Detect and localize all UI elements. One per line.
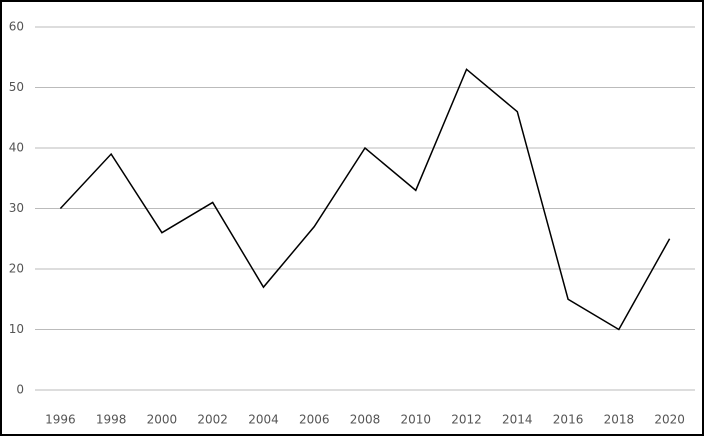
- y-tick-label: 30: [9, 201, 24, 215]
- data-line: [59, 68, 671, 331]
- x-tick-label: 2000: [147, 413, 178, 427]
- x-tick-label: 2020: [654, 413, 685, 427]
- x-tick-label: 2016: [553, 413, 584, 427]
- x-tick-label: 2008: [350, 413, 381, 427]
- x-tick-label: 2010: [400, 413, 431, 427]
- x-tick-label: 2014: [502, 413, 533, 427]
- x-tick-label: 2006: [299, 413, 330, 427]
- y-tick-label: 20: [9, 262, 24, 276]
- x-tick-label: 2004: [248, 413, 279, 427]
- y-tick-label: 40: [9, 141, 24, 155]
- y-tick-label: 50: [9, 80, 24, 94]
- x-tick-label: 2002: [197, 413, 228, 427]
- x-tick-label: 2012: [451, 413, 482, 427]
- x-tick-label: 2018: [604, 413, 635, 427]
- y-tick-label: 10: [9, 322, 24, 336]
- x-tick-label: 1996: [45, 413, 76, 427]
- y-tick-label: 60: [9, 20, 24, 34]
- x-tick-label: 1998: [96, 413, 127, 427]
- y-tick-label: 0: [16, 383, 24, 397]
